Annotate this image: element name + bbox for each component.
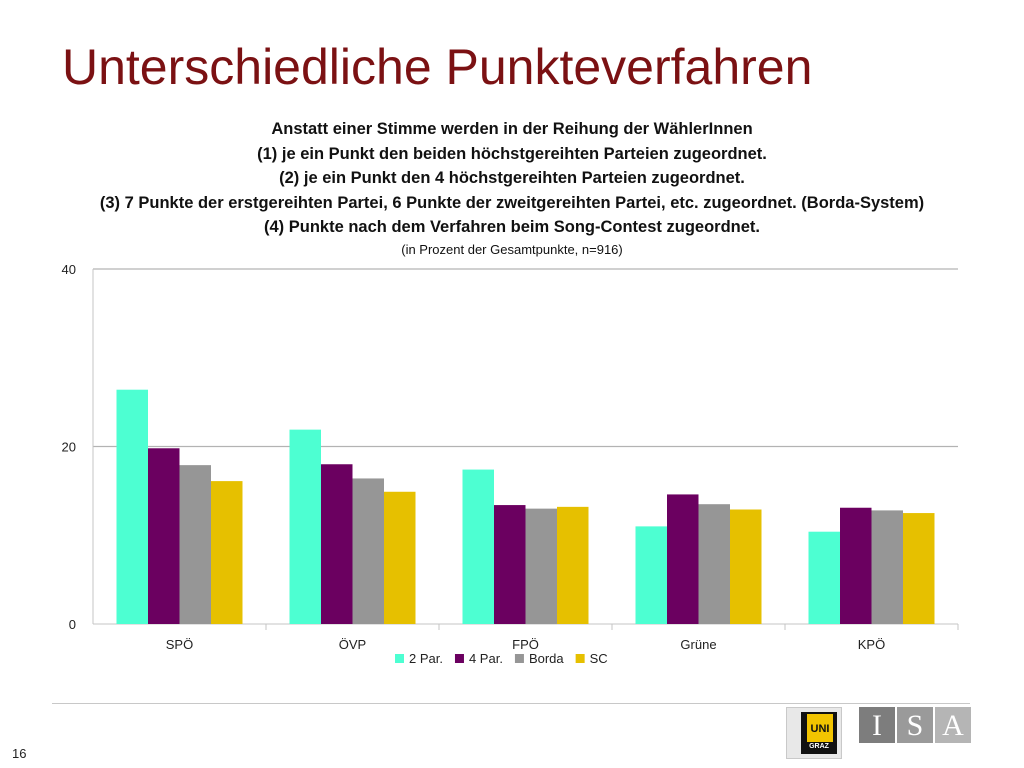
legend-label: 4 Par. — [469, 651, 503, 666]
bar — [462, 469, 494, 624]
legend-label: 2 Par. — [409, 651, 443, 666]
legend-swatch — [454, 654, 464, 663]
bar-chart: 0 20 40 SPÖ ÖVP FPÖ Grüne KPÖ 2 Par. 4 Par. Borda S… — [62, 262, 959, 666]
bar — [352, 478, 384, 624]
bar — [494, 505, 526, 624]
bar — [321, 464, 353, 624]
bar — [698, 504, 730, 624]
page-number: 16 — [12, 746, 27, 761]
x-tick-label: Grüne — [680, 637, 716, 652]
heading-line: (1) je ein Punkt den beiden höchstgereih… — [257, 144, 767, 163]
chart-heading: Anstatt einer Stimme werden in der Reihu… — [40, 117, 984, 260]
chart-subheading: (in Prozent der Gesamtpunkte, n=916) — [401, 241, 623, 257]
bar — [525, 508, 557, 624]
isa-logo-letter-i: I — [859, 707, 895, 743]
bar — [148, 448, 180, 624]
x-tick-label: ÖVP — [339, 637, 366, 652]
x-tick-label: SPÖ — [166, 637, 193, 652]
legend-label: SC — [590, 651, 608, 666]
heading-line: Anstatt einer Stimme werden in der Reihu… — [271, 120, 753, 138]
heading-line: (2) je ein Punkt den 4 höchstgereihten P… — [279, 169, 745, 187]
bar — [840, 507, 872, 624]
x-tick-label: FPÖ — [512, 637, 539, 652]
bar — [730, 509, 762, 624]
legend-swatch — [514, 654, 524, 663]
heading-line: (4) Punkte nach dem Verfahren beim Song-… — [264, 218, 760, 236]
bar — [667, 494, 699, 624]
bar — [871, 510, 903, 624]
bar — [557, 506, 589, 624]
y-tick-label: 40 — [62, 262, 76, 277]
slide-title: Unterschiedliche Punkteverfahren — [62, 39, 813, 95]
bar — [635, 526, 667, 624]
legend-swatch — [575, 654, 585, 663]
bar — [289, 429, 321, 624]
heading-line: (3) 7 Punkte der erstgereihten Partei, 6… — [99, 193, 925, 212]
uni-logo-text: UNI — [807, 714, 833, 742]
bar — [384, 491, 416, 624]
bar — [903, 513, 935, 624]
bar — [116, 389, 148, 624]
uni-graz-logo: UNI GRAZ — [786, 707, 842, 759]
x-tick-label: KPÖ — [858, 637, 885, 652]
bar — [179, 465, 211, 624]
footer-divider — [52, 703, 970, 704]
bar — [808, 531, 840, 624]
isa-logo-letter-a: A — [935, 707, 971, 743]
isa-logo-letter-s: S — [897, 707, 933, 743]
bar — [211, 481, 243, 624]
graz-logo-text: GRAZ — [809, 743, 829, 750]
y-tick-label: 20 — [62, 440, 76, 455]
y-tick-label: 0 — [69, 617, 76, 632]
legend-label: Borda — [529, 651, 564, 666]
legend-swatch — [395, 654, 404, 663]
